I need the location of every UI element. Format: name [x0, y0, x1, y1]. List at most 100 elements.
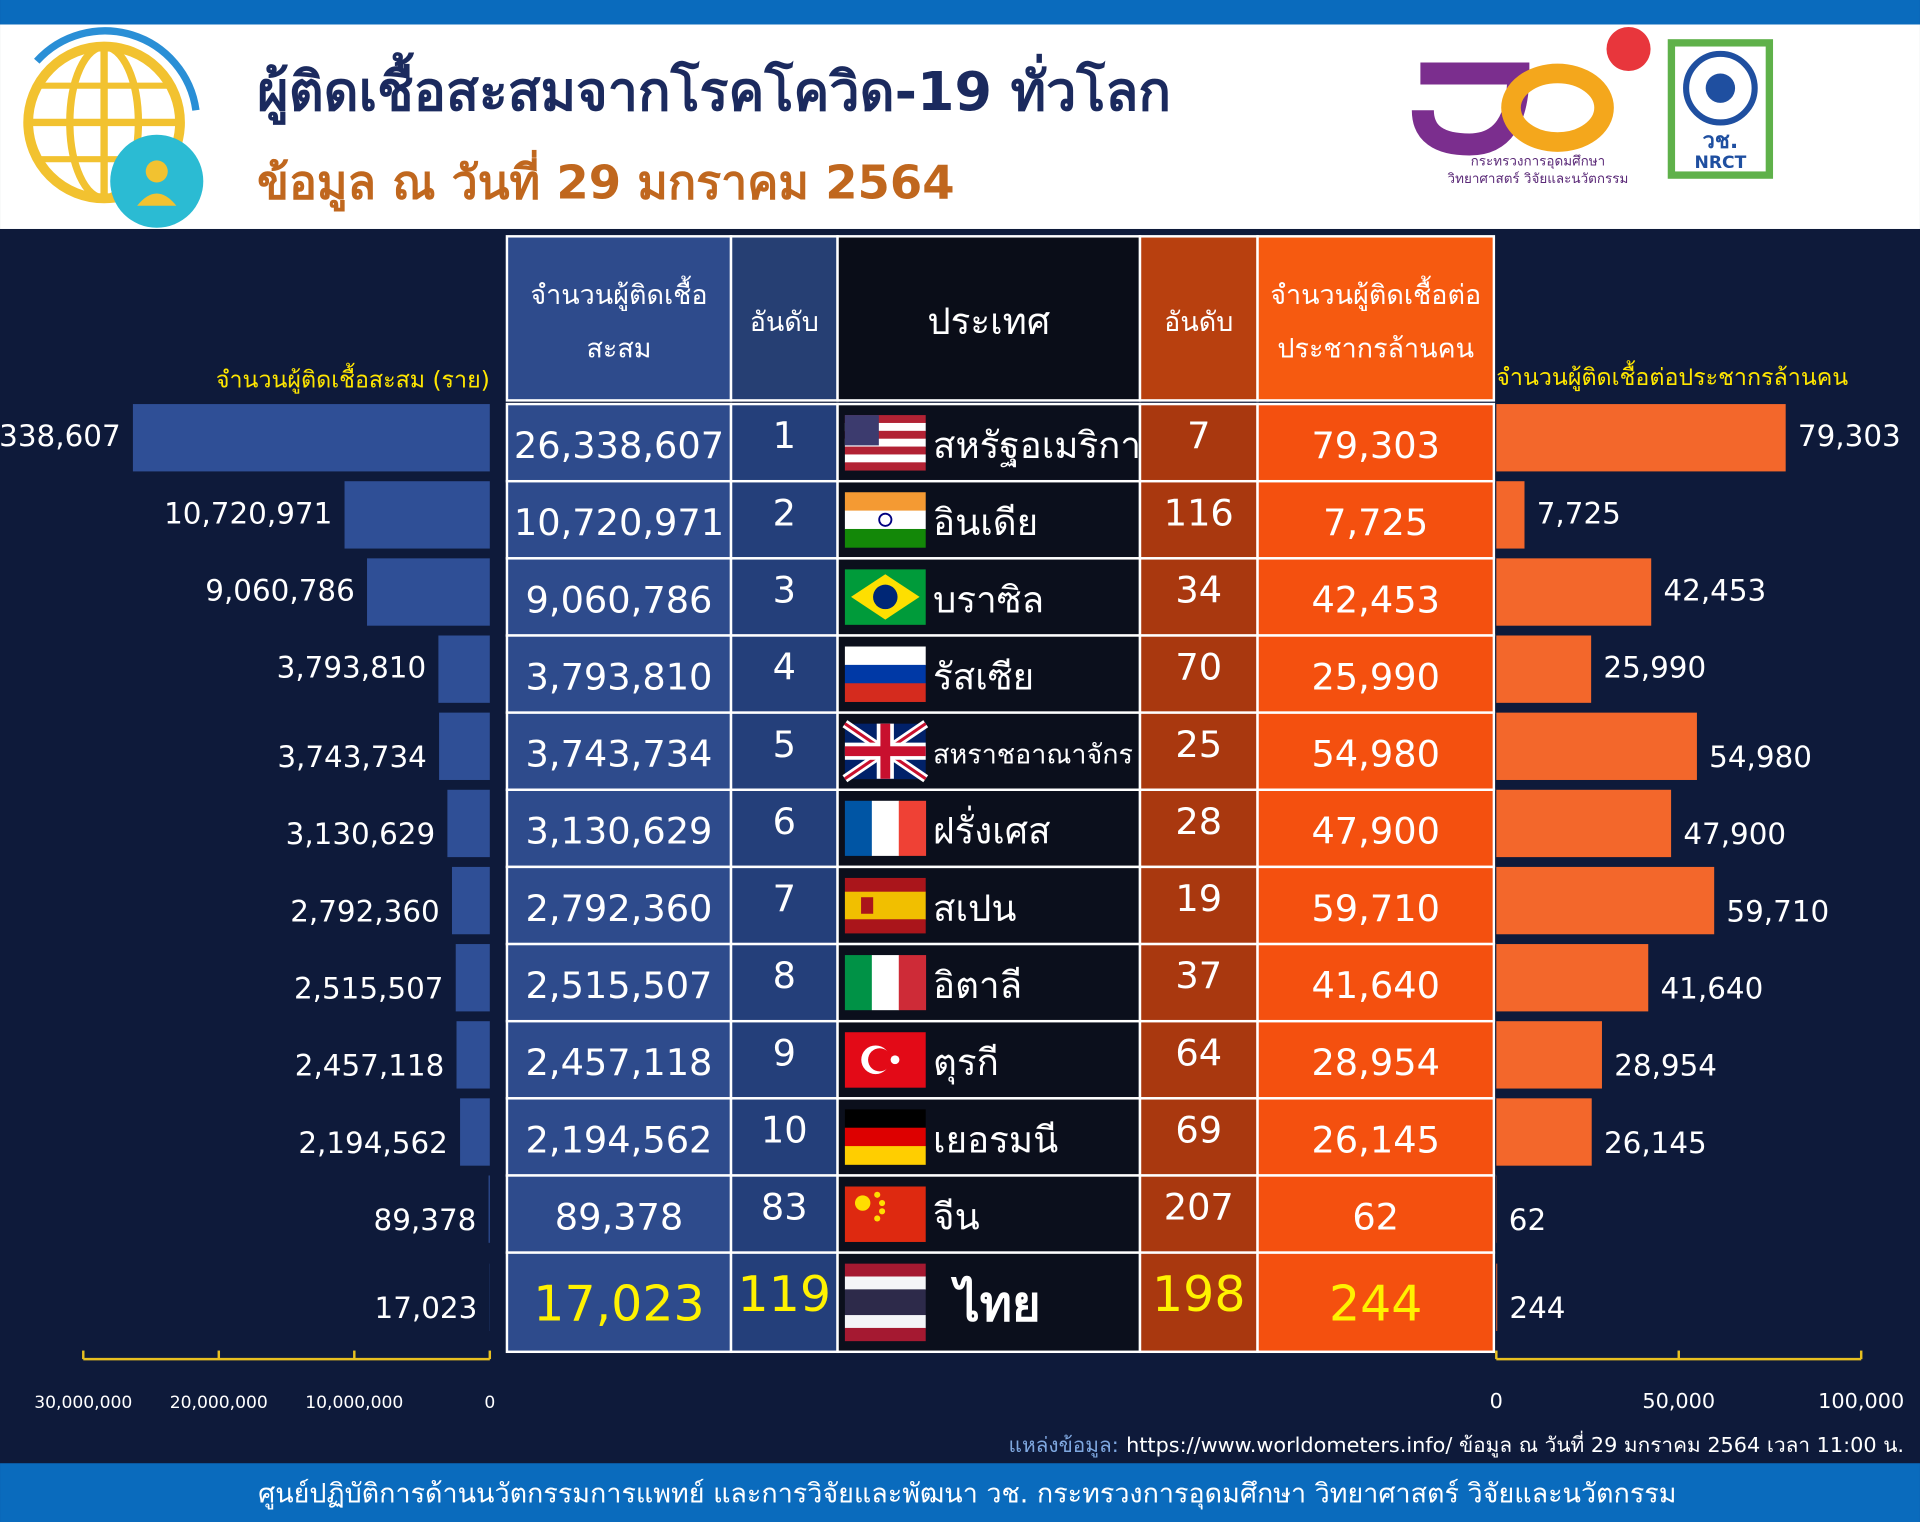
- flag-part: [844, 462, 926, 471]
- flag-part: [844, 664, 926, 684]
- table-cell: [505, 711, 733, 791]
- table-value: 116: [1164, 491, 1234, 534]
- table-value: 244: [1329, 1276, 1422, 1333]
- table-value: 64: [1175, 1031, 1222, 1074]
- flag-part: [844, 877, 926, 893]
- flag-part: [871, 955, 900, 1011]
- flag-part: [844, 528, 926, 548]
- table-cell: [729, 1251, 839, 1354]
- table-value: 59,710: [1311, 887, 1439, 930]
- table-value: 79,303: [1311, 424, 1439, 467]
- value-label: 2,515,507: [294, 971, 444, 1005]
- value-label: 2,457,118: [295, 1049, 445, 1083]
- table-cell: [1256, 865, 1496, 946]
- country-name: สหรัฐอเมริกา: [933, 424, 1141, 468]
- right-axis-label: จำนวนผู้ติดเชื้อต่อประชากรล้านคน: [1496, 360, 1848, 392]
- bar: [1496, 866, 1715, 935]
- table-value: 2,792,360: [526, 887, 713, 930]
- banner: ศูนย์ปฏิบัติการด้านนวัตกรรมการแพทย์ และก…: [258, 1479, 1676, 1510]
- value-label: 79,303: [1798, 419, 1901, 453]
- flag: [844, 800, 927, 856]
- table-cell: [505, 1174, 733, 1254]
- bar: [460, 1098, 490, 1166]
- country-name: ไทย: [950, 1275, 1041, 1333]
- flag-part: [844, 1315, 926, 1329]
- table-cell: [505, 1019, 733, 1100]
- table-value: 17,023: [533, 1276, 704, 1333]
- bar: [367, 558, 490, 626]
- table-value: 42,453: [1311, 578, 1439, 621]
- table-value: 7: [773, 877, 796, 920]
- country-name: อิตาลี: [933, 964, 1022, 1007]
- table-cell: [729, 1097, 839, 1177]
- bar: [1496, 944, 1649, 1012]
- table-cell: [1256, 1251, 1496, 1354]
- value-label: 28,954: [1614, 1049, 1717, 1083]
- table-value: 3,793,810: [526, 655, 713, 698]
- value-label: 26,145: [1604, 1126, 1707, 1160]
- x-tick-label: 10,000,000: [305, 1393, 403, 1413]
- bar: [456, 1021, 490, 1089]
- flag: [844, 1263, 926, 1342]
- flag-part: [880, 723, 891, 779]
- flag-part: [844, 1263, 926, 1277]
- flag-part: [844, 492, 926, 511]
- table-value: 3,130,629: [526, 810, 713, 853]
- header-cell: [505, 235, 733, 402]
- table-value: 7: [1187, 414, 1210, 457]
- value-label: 54,980: [1709, 740, 1812, 774]
- flag-part: [898, 800, 927, 856]
- value-label: 3,793,810: [277, 651, 427, 685]
- table-value: 3,743,734: [526, 733, 713, 776]
- table-value: 25,990: [1311, 655, 1439, 698]
- value-label: 3,743,734: [277, 740, 427, 774]
- bar: [439, 712, 490, 780]
- flag-part: [844, 415, 879, 446]
- source-line: แหล่งข้อมูล: https://www.worldometers.inf…: [1009, 1431, 1904, 1458]
- table-value: 10,720,971: [514, 501, 724, 544]
- flag-part: [844, 800, 873, 856]
- value-label: 2,792,360: [290, 894, 440, 928]
- flag-part: [844, 683, 926, 702]
- subtitle: ข้อมูล ณ วันที่ 29 มกราคม 2564: [257, 150, 955, 212]
- table-cell: [1256, 634, 1496, 714]
- flag-part: [871, 800, 900, 856]
- flag-part: [861, 897, 874, 914]
- x-tick-label: 30,000,000: [34, 1393, 132, 1413]
- flag-part: [844, 891, 926, 920]
- flag-part: [898, 955, 927, 1011]
- table-cell: [729, 479, 839, 560]
- source-label: แหล่งข้อมูล:: [1009, 1433, 1119, 1458]
- table-cell: [1256, 942, 1496, 1023]
- flag-part: [844, 1276, 926, 1290]
- flag-part: [844, 1327, 926, 1342]
- country-name: บราซิล: [933, 578, 1044, 621]
- flag-part: [844, 454, 926, 463]
- flag-part: [874, 1191, 881, 1198]
- table-cell: [505, 788, 733, 869]
- table-value: 8: [773, 954, 796, 997]
- flag-part: [854, 1195, 871, 1211]
- table-value: 3: [773, 569, 796, 612]
- bar: [455, 944, 490, 1012]
- table-cell: [505, 1251, 733, 1354]
- table-value: 41,640: [1311, 964, 1439, 1007]
- table-value: 26,145: [1311, 1118, 1439, 1161]
- bar: [1496, 635, 1592, 703]
- table-value: 26,338,607: [514, 424, 724, 467]
- x-tick-label: 20,000,000: [170, 1393, 268, 1413]
- table-value: 2: [773, 491, 796, 534]
- bar: [1496, 404, 1786, 472]
- bar: [438, 635, 490, 703]
- flag-part: [844, 415, 926, 424]
- column-header: อันดับ: [1164, 307, 1233, 338]
- badge: วช.: [1703, 129, 1739, 154]
- value-label: 62: [1509, 1203, 1546, 1237]
- title: ผู้ติดเชื้อสะสมจากโรคโควิด-19 ทั่วโลก: [257, 52, 1171, 125]
- country-name: ฝรั่งเศส: [933, 806, 1050, 853]
- header-cell: [1256, 235, 1496, 402]
- table-value: 2,457,118: [526, 1041, 713, 1084]
- source: แหล่งข้อมูล: https://www.worldometers.inf…: [1009, 1431, 1904, 1458]
- value-label: 17,023: [375, 1291, 478, 1325]
